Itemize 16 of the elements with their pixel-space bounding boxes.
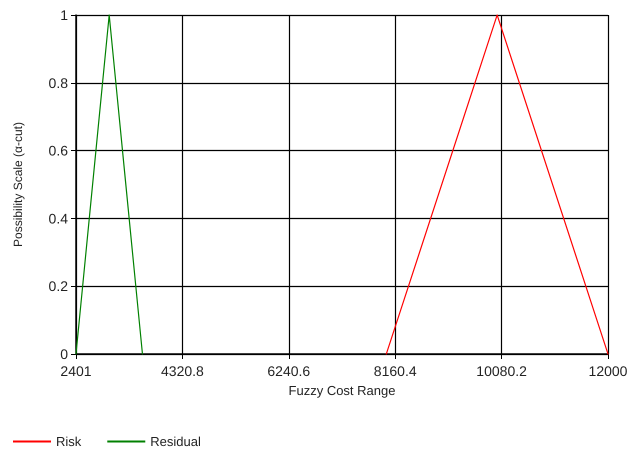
y-tick-label: 0.6 [48,142,68,159]
y-tick-label: 0.8 [48,74,68,91]
x-tick-label: 4320.8 [160,363,204,379]
legend-label: Risk [56,434,82,449]
x-tick-label: 2401 [60,363,92,379]
x-axis-title: Fuzzy Cost Range [288,383,396,398]
x-tick-label: 8160.4 [374,363,417,379]
y-tick-label: 0.2 [48,278,68,294]
x-tick-label: 12000 [588,363,628,379]
y-axis-title: Possibility Scale (α-cut) [11,122,25,247]
y-tick-label: 0.4 [48,210,68,226]
y-tick-label: 0 [60,346,68,362]
x-tick-label: 6240.6 [267,363,310,379]
legend-label: Residual [150,434,201,449]
x-tick-label: 10080.2 [476,363,528,379]
y-tick-label: 1 [60,7,68,23]
